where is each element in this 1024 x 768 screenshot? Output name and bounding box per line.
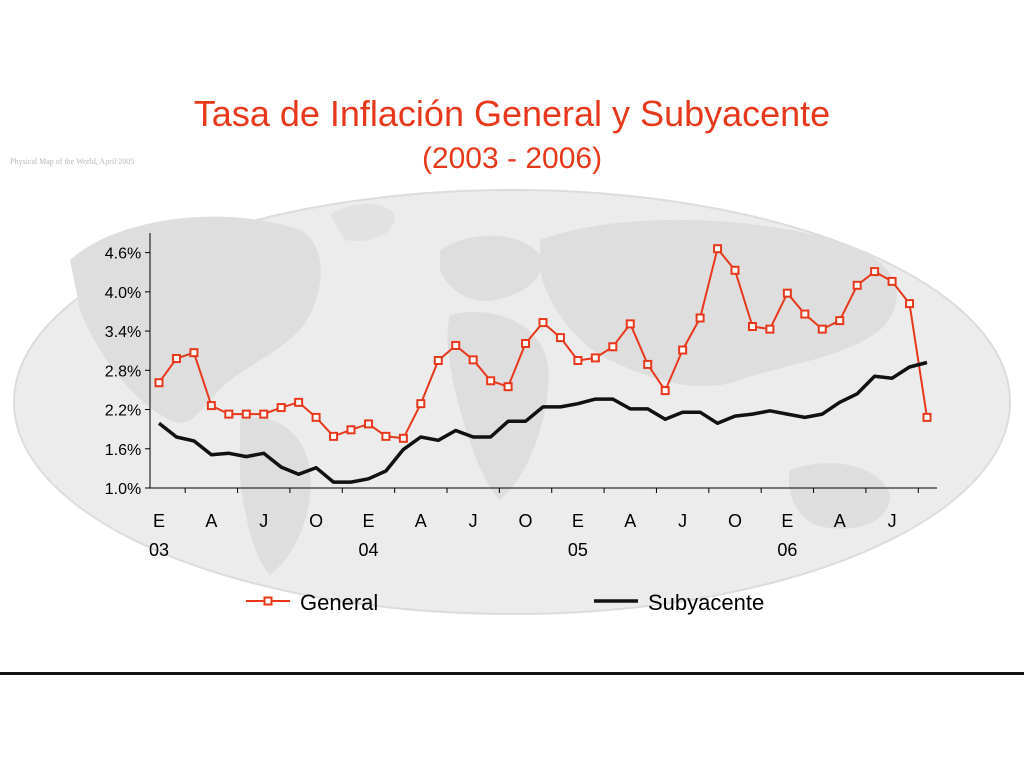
x-tick-label-month: E	[781, 511, 793, 531]
x-tick-label-year: 04	[358, 540, 378, 560]
legend-entry-subyacente: Subyacente	[594, 590, 764, 615]
y-tick-label: 2.2%	[105, 403, 141, 420]
x-tick-label-month: A	[205, 511, 217, 531]
page-subtitle: (2003 - 2006)	[421, 142, 603, 175]
legend-general-label: General	[300, 590, 378, 615]
data-point-general	[503, 382, 513, 392]
data-point-general	[294, 397, 304, 407]
data-point-general	[922, 412, 932, 422]
data-point-general	[521, 339, 531, 348]
y-axis-ticks: 1.0% 1.6% 2.2% 2.8% 3.4% 4.0% 4.6%	[105, 246, 150, 498]
data-point-general	[381, 431, 391, 441]
legend-subyacente-label: Subyacente	[648, 590, 764, 615]
data-point-general	[346, 425, 356, 435]
data-point-general	[189, 348, 199, 358]
x-tick-label-month: J	[259, 511, 268, 531]
series-line-subyacente	[157, 360, 928, 484]
legend-general-marker	[263, 596, 273, 606]
data-point-general	[329, 431, 339, 441]
x-tick-label-year: 05	[568, 540, 588, 560]
data-point-general	[905, 299, 915, 309]
data-point-general	[154, 378, 164, 388]
y-tick-label: 3.4%	[105, 324, 141, 341]
x-tick-label-month: J	[678, 511, 687, 531]
x-tick-label-month: E	[153, 511, 165, 531]
data-point-general	[608, 342, 618, 352]
world-map-background	[13, 189, 1011, 615]
data-point-general	[433, 356, 443, 365]
data-point-general	[590, 353, 600, 363]
data-point-general	[678, 345, 688, 355]
x-tick-label-month: O	[519, 511, 533, 531]
chart-legend: General Subyacente	[246, 590, 764, 615]
x-tick-label-month: O	[728, 511, 742, 531]
legend-entry-general: General	[246, 590, 378, 615]
data-point-general	[241, 409, 251, 419]
data-point-general	[171, 354, 181, 364]
data-point-general	[259, 409, 269, 419]
chart-axes	[149, 233, 937, 489]
data-point-general	[555, 333, 565, 343]
y-tick-label: 4.6%	[105, 246, 141, 263]
x-tick-label-year: 06	[777, 540, 797, 560]
x-tick-label-month: A	[834, 511, 846, 531]
x-tick-label-month: J	[888, 511, 897, 531]
data-point-general	[573, 356, 583, 365]
data-point-general	[206, 401, 216, 411]
data-point-general	[800, 309, 810, 319]
data-point-general	[835, 316, 845, 326]
x-tick-label-year: 03	[149, 540, 169, 560]
data-point-general	[538, 318, 548, 328]
data-point-general	[747, 322, 757, 331]
data-point-general	[870, 267, 880, 277]
map-caption: Physical Map of the World, April 2005	[10, 157, 135, 166]
data-point-general	[416, 399, 426, 409]
y-tick-label: 1.6%	[105, 442, 141, 459]
x-axis-ticks: E A J O E A J O E A J O E A J 03 04 05 06	[149, 488, 919, 560]
data-point-general	[660, 386, 670, 396]
x-tick-label-month: J	[469, 511, 478, 531]
data-point-general	[713, 244, 723, 254]
data-point-general	[695, 313, 705, 323]
y-tick-label: 2.8%	[105, 363, 141, 380]
x-tick-label-month: A	[624, 511, 636, 531]
data-point-general	[730, 265, 740, 275]
data-point-general	[852, 280, 862, 290]
x-tick-label-month: E	[362, 511, 374, 531]
data-point-general	[643, 359, 653, 369]
x-tick-label-month: E	[572, 511, 584, 531]
data-point-general	[398, 433, 408, 443]
data-point-general	[311, 412, 321, 422]
data-point-general	[451, 340, 461, 350]
series-layer	[154, 244, 932, 484]
data-point-general	[468, 355, 478, 365]
data-point-general	[817, 324, 827, 334]
data-point-general	[765, 324, 775, 334]
data-point-general	[224, 409, 234, 419]
page-title: Tasa de Inflación General y Subyacente	[193, 93, 831, 134]
y-tick-label: 1.0%	[105, 481, 141, 498]
data-point-general	[782, 288, 792, 298]
data-point-general	[486, 376, 496, 386]
y-tick-label: 4.0%	[105, 285, 141, 302]
bottom-divider	[0, 672, 1024, 675]
data-point-general	[276, 403, 286, 413]
x-tick-label-month: O	[309, 511, 323, 531]
x-tick-label-month: A	[415, 511, 427, 531]
data-point-general	[887, 276, 897, 286]
data-point-general	[363, 419, 373, 429]
data-point-general	[625, 319, 635, 329]
